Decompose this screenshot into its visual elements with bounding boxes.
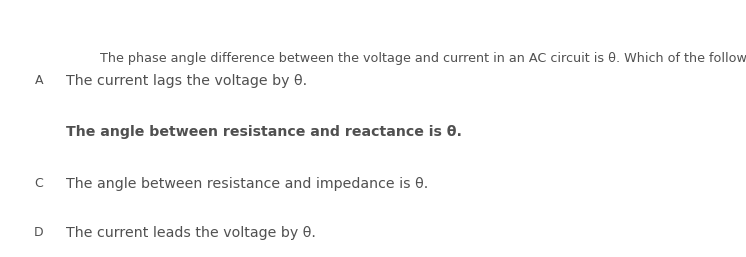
Text: The angle between resistance and reactance is θ.: The angle between resistance and reactan… [66,125,462,139]
Text: The phase angle difference between the voltage and current in an AC circuit is θ: The phase angle difference between the v… [100,52,746,65]
Text: D: D [34,226,43,239]
Text: B: B [34,126,43,139]
Text: The current lags the voltage by θ.: The current lags the voltage by θ. [66,74,307,88]
Text: The current leads the voltage by θ.: The current leads the voltage by θ. [66,226,316,240]
Text: A: A [34,75,43,87]
Text: C: C [34,177,43,190]
Text: The angle between resistance and impedance is θ.: The angle between resistance and impedan… [66,177,428,191]
